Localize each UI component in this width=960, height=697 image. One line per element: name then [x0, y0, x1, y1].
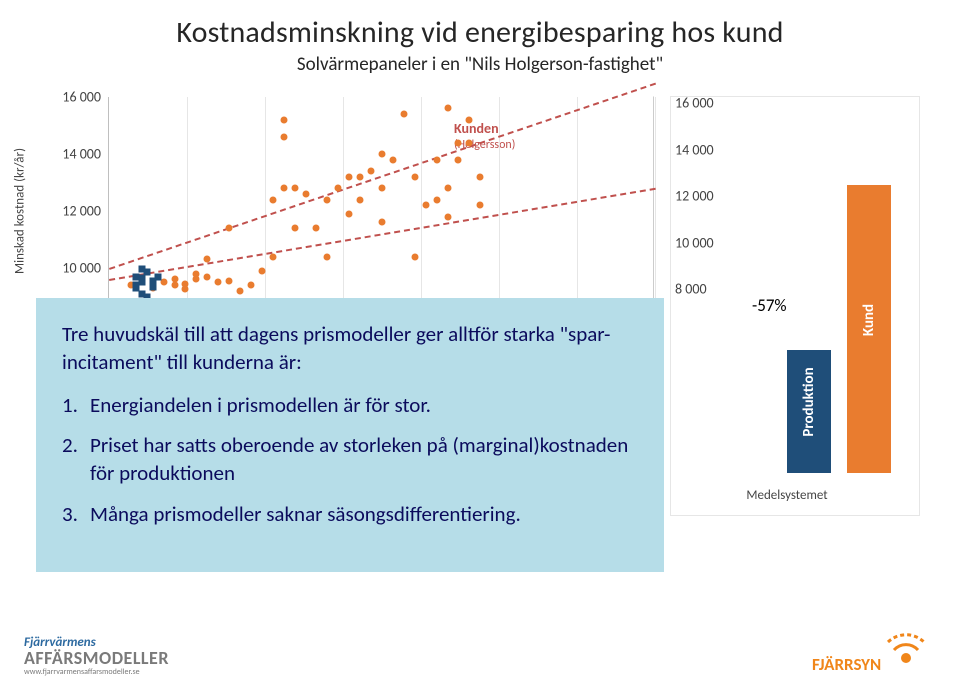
bar-y-tick: 10 000 [675, 234, 731, 251]
scatter-point [313, 225, 320, 232]
scatter-point [226, 277, 233, 284]
gap-percent-label: -57% [752, 295, 787, 316]
scatter-point [357, 196, 364, 203]
scatter-point [357, 173, 364, 180]
overlay-item-1: Energiandelen i prismodellen är för stor… [90, 391, 638, 419]
scatter-gridline [265, 97, 266, 323]
scatter-point [204, 273, 211, 280]
list-item: 1.Energiandelen i prismodellen är för st… [62, 391, 638, 419]
list-item: 3.Många prismodeller saknar säsongsdiffe… [62, 500, 638, 528]
scatter-point [477, 173, 484, 180]
bar-label-produktion: Produktion [800, 368, 818, 437]
scatter-point [346, 173, 353, 180]
scatter-point [193, 270, 200, 277]
scatter-point [280, 116, 287, 123]
scatter-y-tick: 10 000 [41, 260, 101, 277]
scatter-plot-area [108, 97, 653, 324]
scatter-point [444, 213, 451, 220]
logo-right-text: FJÄRRSYN [812, 654, 881, 674]
page-title: Kostnadsminskning vid energibesparing ho… [90, 14, 870, 51]
bar-plot-area: Produktion Kund [727, 103, 911, 473]
title-block: Kostnadsminskning vid energibesparing ho… [90, 14, 870, 76]
scatter-point [455, 139, 462, 146]
scatter-point [247, 282, 254, 289]
scatter-point [455, 156, 462, 163]
scatter-point [302, 190, 309, 197]
scatter-point [269, 196, 276, 203]
scatter-point [368, 168, 375, 175]
scatter-point [324, 253, 331, 260]
overlay-list: 1.Energiandelen i prismodellen är för st… [62, 391, 638, 528]
bar-x-label: Medelsystemet [746, 488, 827, 503]
scatter-point [269, 253, 276, 260]
scatter-gridline [343, 97, 344, 323]
scatter-point [422, 202, 429, 209]
scatter-point [411, 173, 418, 180]
scatter-trend-line [109, 188, 655, 281]
scatter-point [155, 273, 162, 280]
scatter-gridline [421, 97, 422, 323]
scatter-y-axis-label: Minskad kostnad (kr/år) [13, 147, 28, 273]
list-item: 2.Priset har satts oberoende av storleke… [62, 431, 638, 488]
scatter-point [280, 133, 287, 140]
scatter-gridline [577, 97, 578, 323]
scatter-chart: Minskad kostnad (kr/år) 16 00014 00012 0… [64, 96, 654, 324]
overlay-info-box: Tre huvudskäl till att dagens prismodell… [36, 298, 664, 572]
scatter-point [379, 151, 386, 158]
scatter-point [379, 185, 386, 192]
scatter-point [335, 185, 342, 192]
overlay-item-2: Priset har satts oberoende av storleken … [90, 431, 638, 488]
fjarrsyn-icon: FJÄRRSYN [812, 628, 932, 674]
scatter-point [182, 286, 189, 293]
scatter-point [477, 202, 484, 209]
scatter-point [291, 185, 298, 192]
bar-y-tick: 16 000 [675, 95, 731, 112]
scatter-point [411, 253, 418, 260]
bar-y-tick: 8 000 [675, 281, 731, 298]
page-subtitle: Solvärmepaneler i en "Nils Holgerson-fas… [90, 53, 870, 76]
scatter-point [280, 185, 287, 192]
scatter-point [226, 225, 233, 232]
bar-kund: Kund [847, 185, 891, 473]
scatter-y-tick: 16 000 [41, 89, 101, 106]
bar-y-tick: 14 000 [675, 141, 731, 158]
bar-label-kund: Kund [860, 304, 878, 336]
bar-y-tick: 12 000 [675, 188, 731, 205]
overlay-lead-text: Tre huvudskäl till att dagens prismodell… [62, 320, 638, 377]
scatter-point [144, 269, 151, 276]
logo-left-line2: AFFÄRSMODELLER [24, 650, 169, 667]
scatter-trend-line [109, 83, 656, 270]
scatter-point [444, 185, 451, 192]
scatter-point [324, 196, 331, 203]
scatter-point [171, 282, 178, 289]
scatter-point [433, 196, 440, 203]
scatter-point [291, 225, 298, 232]
scatter-point [466, 116, 473, 123]
scatter-y-tick: 14 000 [41, 146, 101, 163]
scatter-point [346, 210, 353, 217]
scatter-point [237, 287, 244, 294]
overlay-item-3: Många prismodeller saknar säsongsdiffere… [90, 500, 638, 528]
scatter-gridline [499, 97, 500, 323]
scatter-point [258, 267, 265, 274]
bar-produktion: Produktion [787, 350, 831, 473]
bar-chart: Produktion Kund 16 000 14 000 12 000 10 000 8… [670, 96, 920, 516]
scatter-point [379, 219, 386, 226]
scatter-point [149, 283, 156, 290]
scatter-point [433, 156, 440, 163]
logo-fjarrsyn: FJÄRRSYN [812, 628, 932, 679]
scatter-point [466, 139, 473, 146]
scatter-point [204, 256, 211, 263]
scatter-point [400, 111, 407, 118]
scatter-point [444, 105, 451, 112]
scatter-point [215, 279, 222, 286]
logo-affarsmodeller: Fjärrvärmens AFFÄRSMODELLER www.fjarrvar… [24, 635, 169, 677]
scatter-y-tick: 12 000 [41, 203, 101, 220]
scatter-point [389, 156, 396, 163]
scatter-gridline [655, 97, 656, 323]
